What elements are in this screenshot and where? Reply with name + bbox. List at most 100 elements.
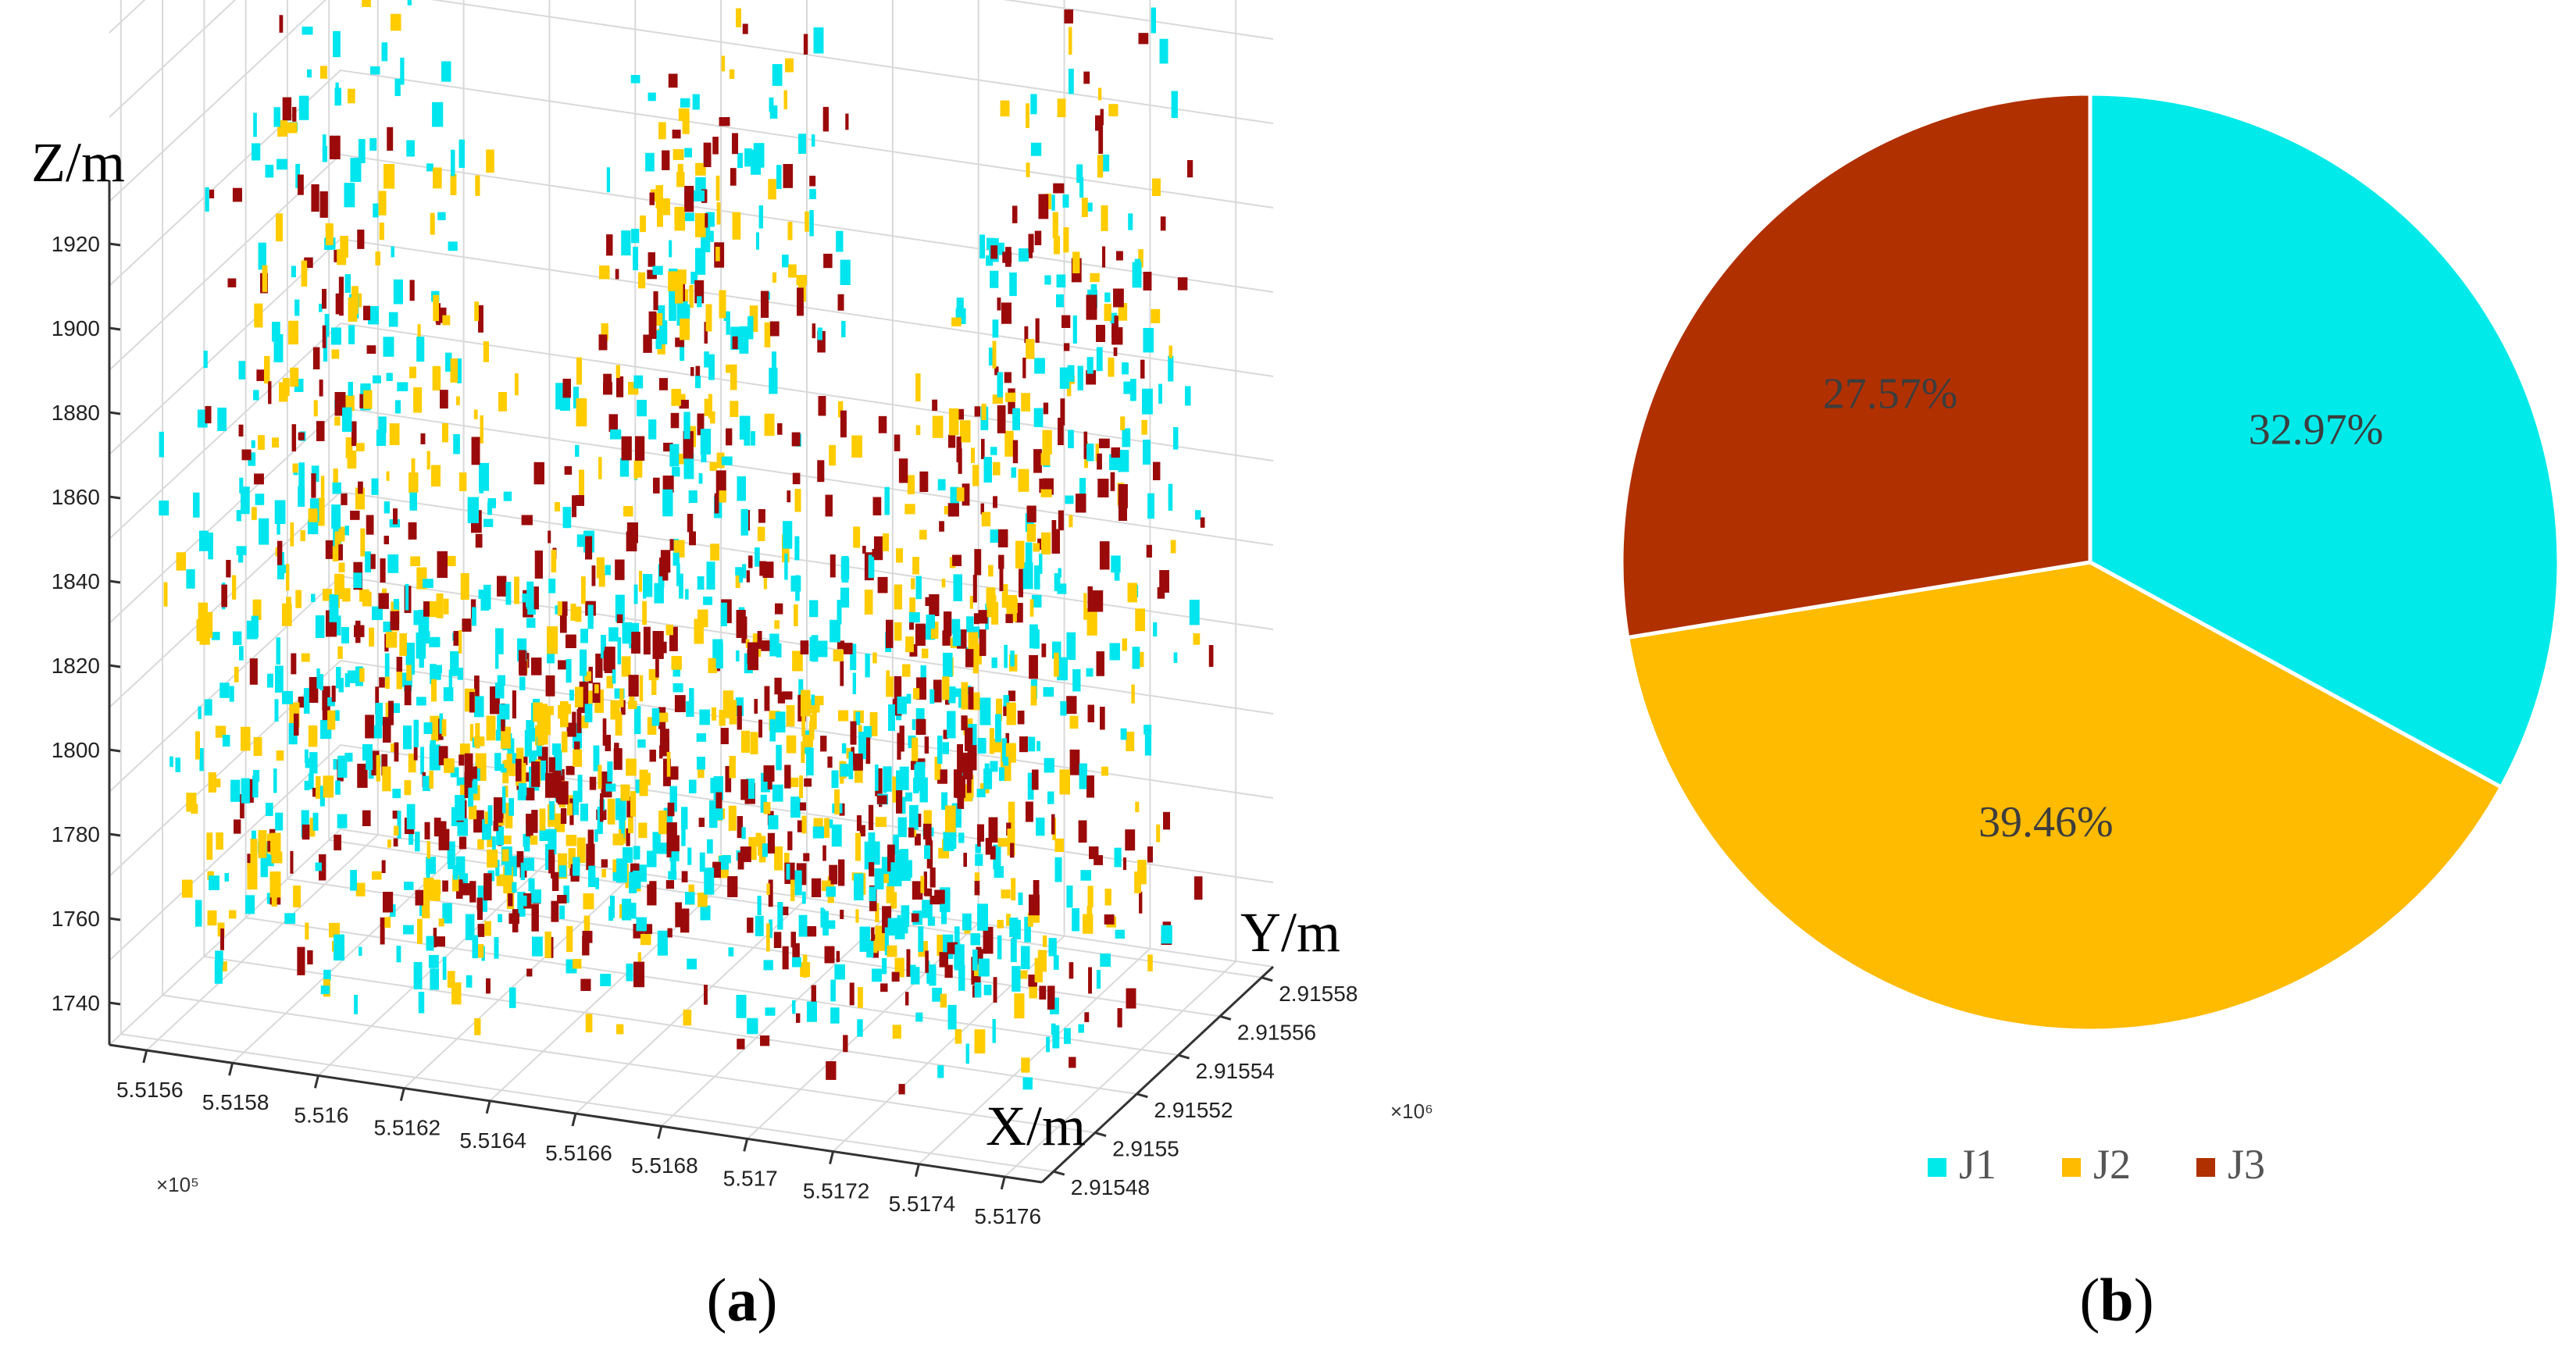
point: [238, 361, 246, 380]
point: [777, 902, 783, 930]
point: [482, 819, 491, 840]
point: [350, 158, 362, 182]
point: [796, 1013, 801, 1023]
point: [606, 167, 611, 193]
point: [478, 305, 483, 333]
point: [420, 747, 424, 775]
point: [478, 590, 485, 599]
point: [1114, 561, 1119, 573]
point: [997, 935, 1002, 960]
point: [1146, 544, 1152, 558]
point: [683, 453, 694, 479]
point: [811, 694, 815, 705]
point: [581, 576, 586, 604]
point: [739, 326, 749, 354]
point: [1104, 304, 1111, 322]
point: [564, 466, 573, 475]
point: [887, 861, 891, 887]
point: [264, 355, 270, 384]
point: [843, 1035, 848, 1053]
point: [533, 462, 544, 485]
point: [653, 477, 660, 494]
point: [1029, 654, 1038, 679]
point: [469, 724, 474, 742]
point: [334, 710, 340, 722]
point: [915, 623, 926, 646]
point: [516, 758, 522, 782]
point: [497, 576, 507, 597]
point: [965, 1043, 969, 1064]
point: [775, 711, 786, 732]
point: [840, 587, 850, 608]
point: [1090, 283, 1097, 305]
point: [1101, 154, 1110, 172]
point: [422, 896, 430, 918]
point: [1072, 669, 1081, 692]
point: [455, 856, 466, 882]
point: [1076, 494, 1086, 513]
point: [1005, 732, 1010, 747]
point: [974, 964, 982, 976]
point: [1068, 429, 1074, 448]
point: [1009, 918, 1019, 937]
point: [569, 690, 574, 701]
point: [342, 396, 351, 413]
point: [988, 347, 997, 366]
point: [732, 133, 738, 155]
point: [199, 748, 204, 772]
point: [720, 602, 727, 626]
point: [695, 248, 706, 275]
point: [450, 173, 457, 195]
point-cloud: [159, 0, 1214, 1095]
point: [580, 649, 587, 676]
point: [1126, 731, 1135, 752]
point: [761, 640, 772, 651]
point: [536, 736, 542, 757]
point: [884, 927, 889, 956]
point: [980, 503, 984, 515]
point: [698, 818, 705, 828]
point: [1024, 326, 1029, 344]
point: [1086, 370, 1097, 385]
point: [372, 725, 383, 739]
point: [665, 880, 675, 889]
point: [526, 787, 535, 800]
point: [501, 726, 511, 749]
point: [319, 854, 326, 881]
point: [275, 812, 284, 831]
point: [426, 451, 430, 470]
point: [987, 604, 992, 618]
point: [685, 589, 689, 600]
point: [998, 767, 1004, 781]
point: [658, 305, 665, 321]
point: [737, 705, 742, 730]
point: [621, 656, 631, 677]
point: [769, 105, 778, 119]
point: [974, 549, 982, 576]
point: [755, 547, 760, 567]
point: [695, 176, 706, 193]
point: [929, 867, 936, 888]
point: [760, 290, 769, 318]
point: [719, 855, 729, 870]
point: [629, 693, 635, 701]
point: [950, 486, 959, 511]
point: [1007, 829, 1015, 856]
point: [311, 593, 316, 602]
point: [740, 508, 749, 536]
point: [831, 824, 842, 847]
point: [954, 1028, 962, 1044]
point: [199, 625, 210, 645]
point: [979, 697, 991, 725]
point: [976, 824, 984, 842]
point: [1142, 388, 1153, 415]
point: [348, 325, 355, 344]
point: [836, 950, 840, 962]
point: [836, 230, 844, 252]
point: [672, 467, 680, 477]
point: [639, 769, 648, 797]
point: [929, 895, 940, 905]
point: [616, 1024, 624, 1035]
point: [630, 75, 640, 84]
point: [1054, 572, 1061, 592]
